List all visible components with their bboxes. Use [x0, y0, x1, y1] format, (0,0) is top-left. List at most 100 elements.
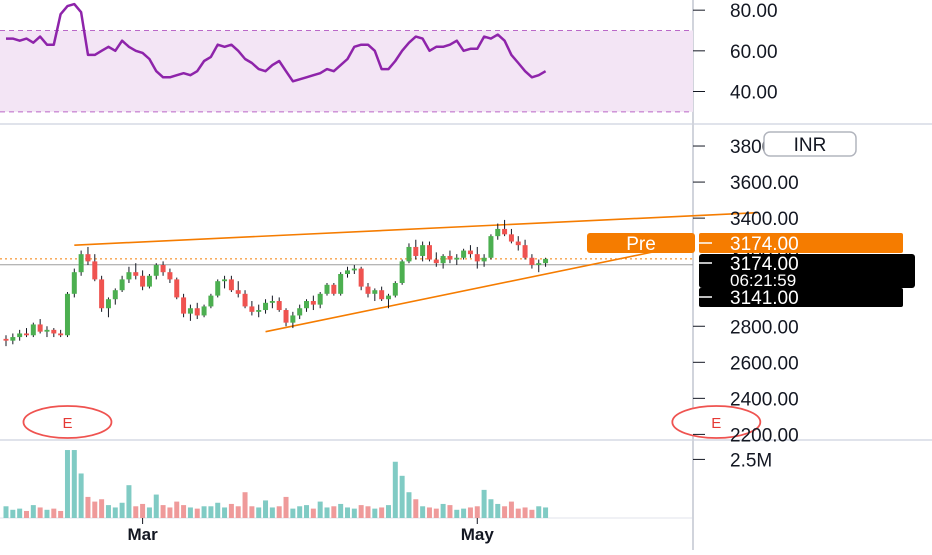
volume-bar[interactable] [235, 506, 241, 518]
volume-bar[interactable] [174, 501, 180, 518]
candle[interactable] [529, 254, 535, 269]
candle[interactable] [304, 299, 310, 312]
volume-bar[interactable] [153, 494, 159, 518]
volume-bar[interactable] [17, 508, 23, 518]
candle[interactable] [208, 293, 214, 309]
candle[interactable] [263, 299, 269, 314]
volume-bar[interactable] [385, 505, 391, 518]
candle[interactable] [543, 257, 549, 267]
candle[interactable] [228, 275, 234, 293]
volume-bar[interactable] [263, 500, 269, 518]
candle[interactable] [119, 275, 125, 293]
candle[interactable] [358, 266, 364, 291]
candle[interactable] [58, 329, 64, 338]
candle[interactable] [372, 288, 378, 302]
candle[interactable] [85, 246, 91, 265]
volume-bar[interactable] [481, 489, 487, 518]
candle[interactable] [30, 322, 36, 338]
volume-bar[interactable] [30, 505, 36, 518]
candle[interactable] [290, 311, 296, 329]
volume-bar[interactable] [406, 492, 412, 518]
volume-bar[interactable] [440, 503, 446, 518]
candle[interactable] [461, 248, 467, 260]
volume-bar[interactable] [249, 506, 255, 518]
volume-bar[interactable] [304, 505, 310, 518]
volume-bar[interactable] [181, 505, 187, 518]
candle[interactable] [146, 273, 152, 289]
volume-bar[interactable] [372, 508, 378, 518]
candle[interactable] [447, 250, 453, 264]
candle[interactable] [269, 295, 275, 309]
candle[interactable] [338, 272, 344, 296]
volume-bar[interactable] [133, 506, 139, 518]
volume-bar[interactable] [269, 507, 275, 518]
volume-bar[interactable] [194, 508, 200, 518]
candle[interactable] [345, 266, 350, 278]
volume-bar[interactable] [488, 499, 494, 518]
volume-bar[interactable] [324, 507, 330, 518]
volume-bar[interactable] [215, 502, 221, 518]
volume-bar[interactable] [105, 505, 111, 518]
earnings-marker[interactable]: E [671, 405, 762, 439]
candle[interactable] [153, 263, 159, 280]
volume-bar[interactable] [119, 502, 125, 518]
volume-panel[interactable] [3, 450, 549, 518]
candle[interactable] [454, 254, 460, 265]
volume-bar[interactable] [420, 506, 426, 518]
volume-bar[interactable] [10, 509, 16, 518]
candle[interactable] [536, 259, 542, 273]
candle[interactable] [194, 302, 200, 320]
candle[interactable] [201, 304, 207, 318]
volume-bar[interactable] [365, 506, 371, 518]
volume-bar[interactable] [208, 506, 214, 518]
candle[interactable] [406, 243, 412, 264]
candle[interactable] [467, 245, 473, 258]
candle[interactable] [283, 308, 289, 327]
candle[interactable] [249, 301, 255, 316]
trendline[interactable] [74, 211, 758, 246]
time-axis[interactable]: Mar May [127, 518, 494, 544]
candle[interactable] [502, 219, 508, 237]
candle[interactable] [23, 328, 29, 338]
candle[interactable] [440, 254, 446, 269]
volume-bar[interactable] [543, 507, 549, 518]
volume-bar[interactable] [92, 501, 98, 518]
volume-bar[interactable] [345, 507, 350, 518]
volume-bar[interactable] [146, 507, 152, 518]
candle[interactable] [17, 329, 23, 341]
candle[interactable] [488, 234, 494, 260]
candle[interactable] [133, 263, 139, 280]
volume-bar[interactable] [58, 510, 64, 518]
candle[interactable] [392, 281, 398, 298]
volume-bar[interactable] [44, 509, 50, 518]
volume-bar[interactable] [78, 473, 84, 518]
volume-bar[interactable] [23, 510, 29, 518]
candle[interactable] [481, 254, 487, 267]
candle[interactable] [365, 283, 371, 298]
volume-bar[interactable] [515, 508, 521, 518]
volume-bar[interactable] [3, 506, 9, 518]
rsi-line[interactable] [6, 2, 547, 83]
candle[interactable] [71, 268, 77, 298]
volume-bar[interactable] [310, 508, 316, 518]
candle[interactable] [235, 281, 241, 298]
candle[interactable] [522, 239, 528, 260]
volume-bar[interactable] [529, 509, 535, 518]
volume-bar[interactable] [297, 506, 303, 518]
volume-bar[interactable] [474, 506, 480, 518]
volume-bar[interactable] [37, 507, 43, 518]
volume-bar[interactable] [290, 508, 296, 518]
volume-bar[interactable] [51, 508, 57, 518]
volume-bar[interactable] [454, 509, 460, 518]
candle[interactable] [426, 241, 432, 262]
volume-bar[interactable] [276, 506, 282, 518]
candle[interactable] [222, 275, 228, 289]
candle[interactable] [508, 228, 514, 244]
candle[interactable] [324, 283, 330, 296]
volume-bar[interactable] [140, 503, 146, 518]
candle[interactable] [92, 254, 98, 282]
candle[interactable] [399, 259, 405, 285]
volume-bar[interactable] [167, 507, 173, 518]
earnings-marker[interactable]: E [22, 405, 113, 439]
